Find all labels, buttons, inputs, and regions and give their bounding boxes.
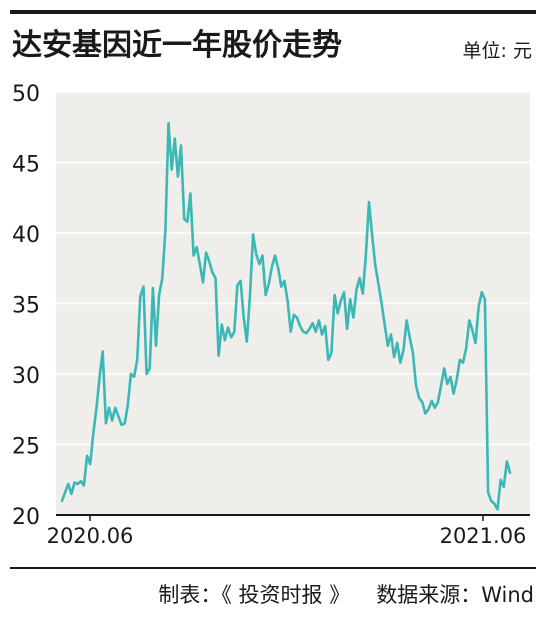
y-tick-label: 50	[12, 82, 40, 107]
y-tick-label: 45	[12, 153, 40, 178]
y-tick-label: 40	[12, 223, 40, 248]
y-tick-label: 35	[12, 294, 40, 319]
y-tick-label: 20	[12, 505, 40, 530]
x-tick-label: 2021.06	[440, 524, 527, 548]
top-rule	[10, 10, 536, 14]
x-tick-label: 2020.06	[47, 524, 134, 548]
y-axis-ticks: 20 25 30 35 40 45 50	[12, 82, 40, 530]
unit-label: 单位: 元	[462, 40, 532, 62]
footer-source: 数据来源：Wind	[376, 583, 534, 607]
gridlines	[56, 91, 530, 446]
stock-price-chart: 20 25 30 35 40 45 50 2020.06 2021.06	[12, 82, 530, 548]
y-tick-label: 30	[12, 364, 40, 389]
price-series-line	[60, 121, 512, 511]
bottom-rule	[10, 567, 536, 569]
chart-title: 达安基因近一年股价走势	[12, 28, 342, 63]
y-tick-label: 25	[12, 435, 40, 460]
footer-credits: 制表：《 投资时报 》 数据来源：Wind	[158, 580, 534, 610]
footer-maker: 制表：《 投资时报 》	[158, 583, 351, 607]
x-axis-ticks: 2020.06 2021.06	[47, 515, 527, 548]
